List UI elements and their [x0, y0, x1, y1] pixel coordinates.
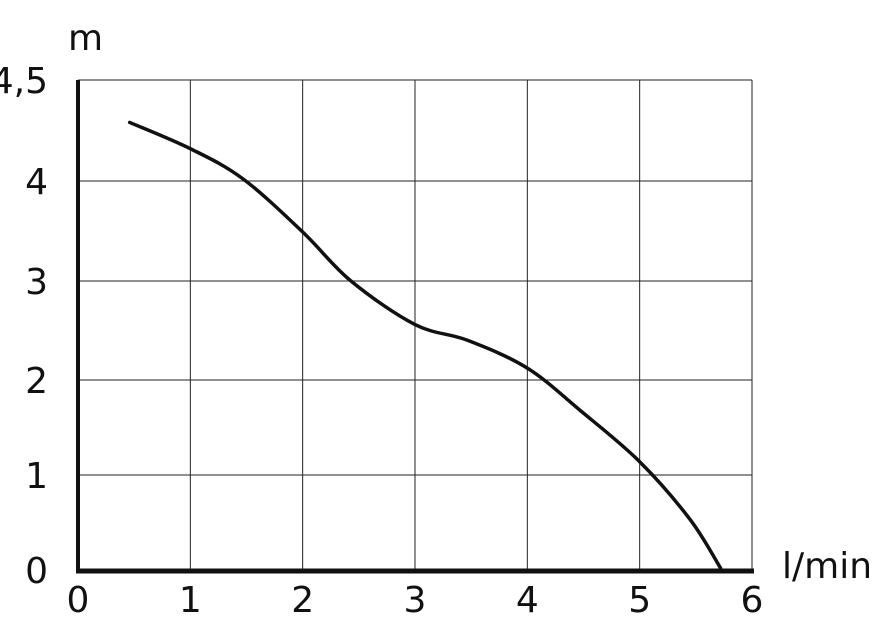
y-tick-label: 3: [25, 262, 48, 303]
y-tick-label: 0: [25, 551, 48, 592]
y-tick-label: 4: [25, 162, 48, 203]
y-tick-label: 1: [25, 456, 48, 497]
x-tick-label: 2: [291, 580, 314, 620]
y-tick-label: 2: [25, 361, 48, 402]
x-tick-label: 3: [404, 580, 427, 620]
x-tick-label: 1: [179, 580, 202, 620]
tick-labels: 0 1 2 3 4 5 6 0 1 2 3 4 4,5: [0, 61, 763, 620]
series: [130, 122, 721, 568]
y-axis-label: m: [68, 18, 103, 59]
y-tick-label: 4,5: [0, 61, 48, 102]
x-tick-label: 0: [67, 580, 90, 620]
x-tick-label: 6: [741, 580, 764, 620]
series-line: [130, 122, 721, 568]
x-tick-label: 5: [628, 580, 651, 620]
x-axis-label: l/min: [782, 546, 872, 587]
x-tick-label: 4: [516, 580, 539, 620]
